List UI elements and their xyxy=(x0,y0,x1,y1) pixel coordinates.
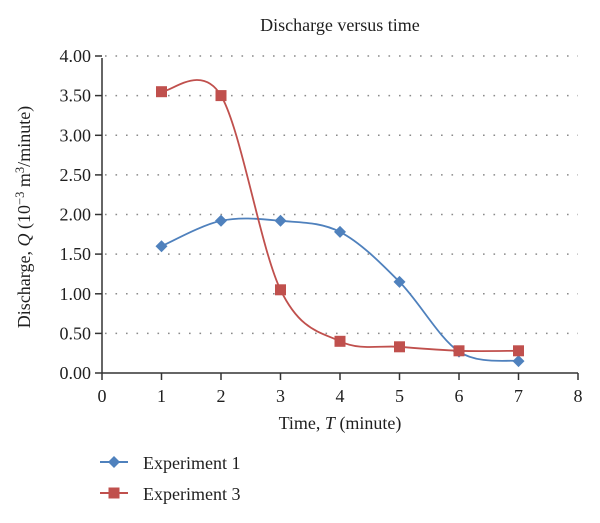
x-axis-tick-label: 2 xyxy=(217,386,226,406)
data-point-marker-experiment-1 xyxy=(274,214,287,227)
x-axis-tick-label: 0 xyxy=(98,386,107,406)
data-point-marker-experiment-1 xyxy=(512,355,525,368)
y-axis-tick-label: 1.00 xyxy=(60,284,92,304)
plot-area: 0.00 0.50 1.00 1.50 2.00 2.50 3.00 3.50 4.00 0 1 2 3… xyxy=(60,46,583,406)
y-axis-tick-label: 3.00 xyxy=(60,125,92,145)
x-axis-tick-label: 1 xyxy=(157,386,166,406)
legend-item-experiment-1: Experiment 1 xyxy=(100,453,240,473)
data-point-marker-experiment-3 xyxy=(334,335,346,347)
data-point-marker-experiment-3 xyxy=(275,284,286,296)
data-point-marker-experiment-1 xyxy=(393,275,406,288)
y-axis-tick-label: 0.50 xyxy=(60,323,92,343)
legend-marker xyxy=(108,456,120,468)
legend-label-experiment-3: Experiment 3 xyxy=(143,484,240,504)
data-point-marker-experiment-3 xyxy=(156,86,167,98)
x-axis-tick-label: 6 xyxy=(455,386,464,406)
legend-item-experiment-3: Experiment 3 xyxy=(100,484,240,504)
legend-label-experiment-1: Experiment 1 xyxy=(143,453,240,473)
x-axis-title: Time, T (minute) xyxy=(279,413,402,434)
x-axis-tick-label: 3 xyxy=(276,386,285,406)
data-point-marker-experiment-3 xyxy=(394,341,405,353)
series-line-experiment-3 xyxy=(161,79,519,353)
data-point-marker-experiment-3 xyxy=(215,90,227,102)
data-point-marker-experiment-1 xyxy=(155,240,168,253)
y-axis-tick-label: 0.00 xyxy=(60,363,92,383)
chart-title: Discharge versus time xyxy=(260,15,420,35)
data-point-marker-experiment-1 xyxy=(334,225,346,238)
x-axis-tick-label: 7 xyxy=(514,386,523,406)
y-axis-tick-label: 4.00 xyxy=(60,46,92,66)
legend: Experiment 1 Experiment 3 xyxy=(100,453,240,504)
y-axis-tick-label: 3.50 xyxy=(60,86,92,106)
data-point-marker-experiment-3 xyxy=(453,345,465,357)
legend-marker xyxy=(108,487,120,499)
y-axis-tick-label: 2.00 xyxy=(60,205,92,225)
x-axis-tick-label: 4 xyxy=(336,386,345,406)
data-point-marker-experiment-3 xyxy=(513,345,524,357)
x-axis-tick-label: 5 xyxy=(395,386,404,406)
y-axis-tick-label: 2.50 xyxy=(60,165,92,185)
y-axis-tick-label: 1.50 xyxy=(60,244,92,264)
x-axis-tick-label: 8 xyxy=(574,386,583,406)
y-axis-title: Discharge, Q (10−3 m3/minute) xyxy=(13,106,35,328)
data-point-marker-experiment-1 xyxy=(215,214,227,227)
series-experiment-3 xyxy=(156,79,524,357)
